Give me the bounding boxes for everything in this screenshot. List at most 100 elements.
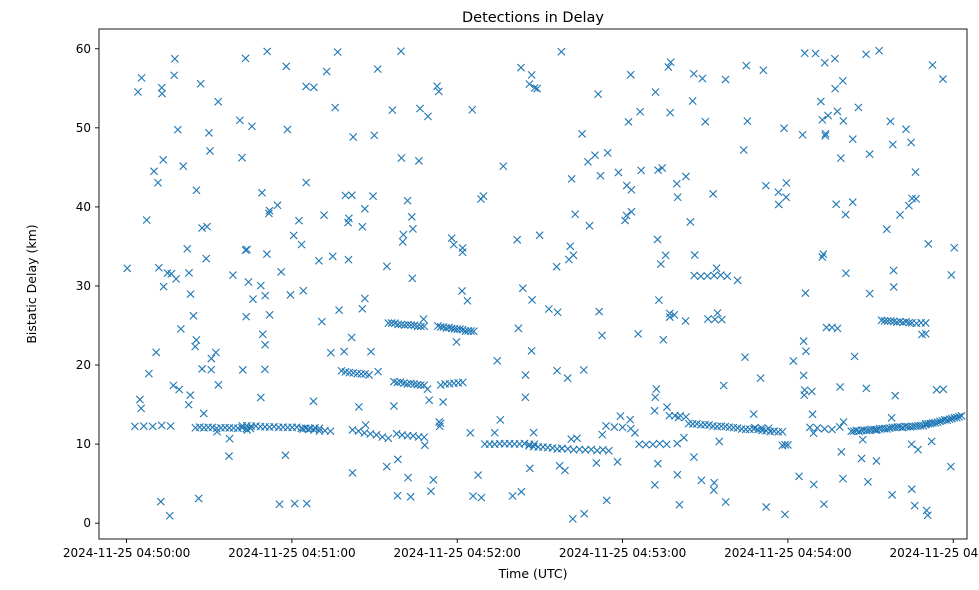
detection-point — [717, 315, 726, 324]
detection-point — [264, 209, 273, 218]
detection-point — [921, 319, 930, 328]
detection-point — [225, 434, 234, 443]
detection-point — [165, 511, 174, 520]
detection-point — [214, 380, 223, 389]
detection-point — [689, 453, 698, 462]
detection-point — [413, 380, 422, 389]
x-tick-label: 2024-11-25 04:51:00 — [228, 546, 355, 560]
detection-point — [404, 473, 413, 482]
detection-point — [434, 87, 443, 96]
detection-point — [527, 70, 536, 79]
detection-point — [299, 286, 308, 295]
detection-point — [741, 353, 750, 362]
detection-point — [686, 217, 695, 226]
detection-point — [795, 472, 804, 481]
detection-point — [372, 430, 381, 439]
detection-point — [938, 75, 947, 84]
detection-point — [721, 498, 730, 506]
detection-point — [886, 117, 895, 126]
detection-point — [824, 111, 833, 120]
detection-point — [302, 82, 311, 91]
detection-point — [782, 193, 791, 202]
detection-point — [185, 268, 193, 277]
detection-point — [921, 329, 930, 338]
detection-point — [595, 307, 604, 316]
detection-point — [415, 104, 424, 113]
detection-point — [662, 440, 671, 449]
detection-point — [555, 461, 564, 470]
detection-point — [224, 452, 233, 461]
detection-point — [604, 446, 613, 455]
detection-point — [137, 73, 146, 82]
detection-point — [703, 314, 712, 323]
detection-point — [635, 440, 644, 449]
detection-point — [508, 491, 517, 500]
detection-point — [583, 157, 592, 166]
detection-point — [388, 106, 397, 115]
detection-point — [533, 84, 542, 93]
detection-point — [761, 181, 770, 190]
detection-point — [211, 348, 220, 357]
detection-point — [199, 409, 208, 418]
detection-point — [907, 440, 916, 449]
detection-point — [774, 200, 783, 209]
detection-point — [673, 193, 682, 202]
detection-point — [282, 62, 291, 71]
detection-point — [289, 231, 298, 240]
detection-point — [176, 324, 185, 333]
detection-point — [455, 325, 464, 334]
detection-point — [907, 485, 916, 494]
detection-point — [157, 421, 166, 430]
detection-point — [739, 146, 748, 154]
detection-point — [759, 66, 768, 75]
detection-point — [594, 90, 603, 99]
detection-point — [263, 47, 272, 56]
detection-point — [566, 242, 575, 251]
detection-point — [875, 46, 884, 55]
detection-point — [613, 457, 622, 466]
detection-point — [521, 371, 530, 380]
detection-point — [662, 403, 671, 412]
detection-point — [265, 206, 274, 215]
detection-point — [650, 480, 659, 489]
detection-point — [710, 478, 719, 487]
detection-point — [406, 379, 415, 388]
detection-point — [348, 468, 357, 477]
detection-point — [891, 391, 900, 400]
detection-point — [670, 310, 679, 319]
detection-point — [213, 427, 222, 436]
detection-point — [384, 319, 393, 328]
detection-point — [248, 295, 257, 304]
detection-point — [889, 283, 898, 292]
detection-point — [713, 309, 722, 318]
detection-point — [322, 67, 331, 76]
detection-point — [529, 428, 538, 437]
detection-point — [627, 207, 636, 216]
detection-point — [811, 49, 820, 58]
x-tick-label: 2024-11-25 04:55:00 — [889, 546, 979, 560]
detection-point — [887, 413, 896, 422]
detection-point — [624, 117, 633, 126]
detection-point — [950, 243, 959, 252]
detection-point — [397, 154, 406, 162]
detection-point — [563, 374, 572, 383]
detection-point — [194, 494, 203, 503]
detection-point — [535, 231, 544, 240]
detection-point — [712, 264, 721, 273]
detection-point — [733, 276, 742, 285]
detection-point — [170, 71, 179, 80]
detection-point — [820, 58, 829, 67]
detection-point — [848, 198, 857, 207]
detection-point — [340, 347, 349, 356]
detection-point — [836, 382, 845, 391]
y-tick-label: 0 — [83, 516, 91, 530]
detection-point — [931, 418, 940, 427]
detection-point — [205, 146, 214, 155]
detection-point — [848, 135, 857, 144]
detection-point — [743, 117, 752, 126]
detection-point — [384, 434, 393, 443]
detection-point — [602, 421, 611, 430]
detection-point — [710, 271, 719, 280]
detection-point — [872, 456, 881, 465]
